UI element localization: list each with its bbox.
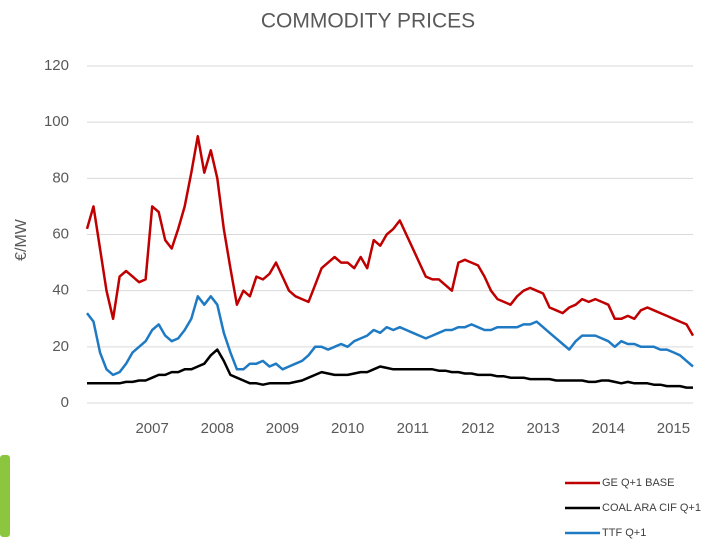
x-tick-label: 2013 [526, 420, 559, 437]
x-tick-label: 2010 [331, 420, 364, 437]
y-tick-label: 40 [52, 282, 69, 299]
series-line [85, 134, 695, 337]
x-tick-label: 2007 [135, 420, 168, 437]
y-tick-label: 20 [52, 338, 69, 355]
y-tick-label: 100 [44, 113, 69, 130]
side-tab [0, 455, 10, 537]
x-tick-label: 2015 [657, 420, 690, 437]
legend-label: COAL ARA CIF Q+1 [602, 502, 701, 514]
series-line [86, 295, 694, 377]
legend-label: GE Q+1 BASE [602, 477, 674, 489]
y-tick-label: 60 [52, 225, 69, 242]
y-axis-label: €/MW [13, 218, 30, 261]
y-tick-label: 0 [61, 394, 69, 411]
legend-label: TTF Q+1 [602, 527, 646, 539]
x-tick-label: 2014 [592, 420, 625, 437]
y-tick-label: 80 [52, 169, 69, 186]
x-tick-label: 2011 [397, 420, 429, 437]
y-tick-label: 120 [44, 57, 69, 74]
series-line [87, 348, 693, 389]
x-tick-label: 2008 [201, 420, 234, 437]
chart-title: COMMODITY PRICES [261, 10, 475, 33]
x-tick-label: 2009 [266, 420, 299, 437]
x-tick-label: 2012 [461, 420, 494, 437]
